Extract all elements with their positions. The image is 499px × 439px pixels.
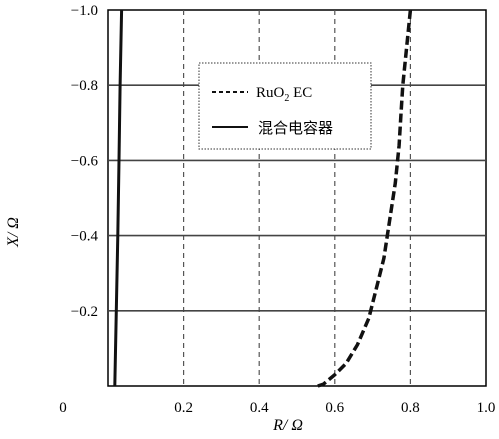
x-tick-label: 0.6 [325, 400, 344, 416]
x-tick-label: 0 [59, 400, 67, 416]
x-tick-label: 0.4 [250, 400, 269, 416]
series-layer [113, 9, 413, 388]
horizontal-gridlines [108, 84, 486, 312]
y-tick-label: −1.0 [71, 3, 98, 19]
series-hybrid-capacitor [113, 9, 124, 387]
x-tick-label: 1.0 [477, 400, 496, 416]
legend-box [198, 62, 372, 150]
y-tick-label: −0.2 [71, 304, 98, 320]
y-tick-label: −0.4 [71, 229, 99, 245]
plot-area [107, 9, 487, 387]
legend: RuO2 EC 混合电容器 [198, 62, 372, 150]
legend-label-hybrid: 混合电容器 [258, 119, 333, 137]
x-tick-label: 0.2 [174, 400, 193, 416]
x-axis-label: R/ Ω [272, 417, 303, 434]
x-tick-labels: 0 0.2 0.4 0.6 0.8 1.0 [59, 400, 495, 416]
series-ruo2-ec [317, 9, 413, 388]
x-tick-label: 0.8 [401, 400, 420, 416]
y-axis-label: X/ Ω [5, 217, 22, 248]
y-tick-labels: −0.2 −0.4 −0.6 −0.8 −1.0 [71, 3, 99, 320]
y-tick-label: −0.6 [71, 153, 99, 169]
y-tick-label: −0.8 [71, 78, 98, 94]
legend-label-ruo2: RuO2 EC [256, 85, 312, 104]
